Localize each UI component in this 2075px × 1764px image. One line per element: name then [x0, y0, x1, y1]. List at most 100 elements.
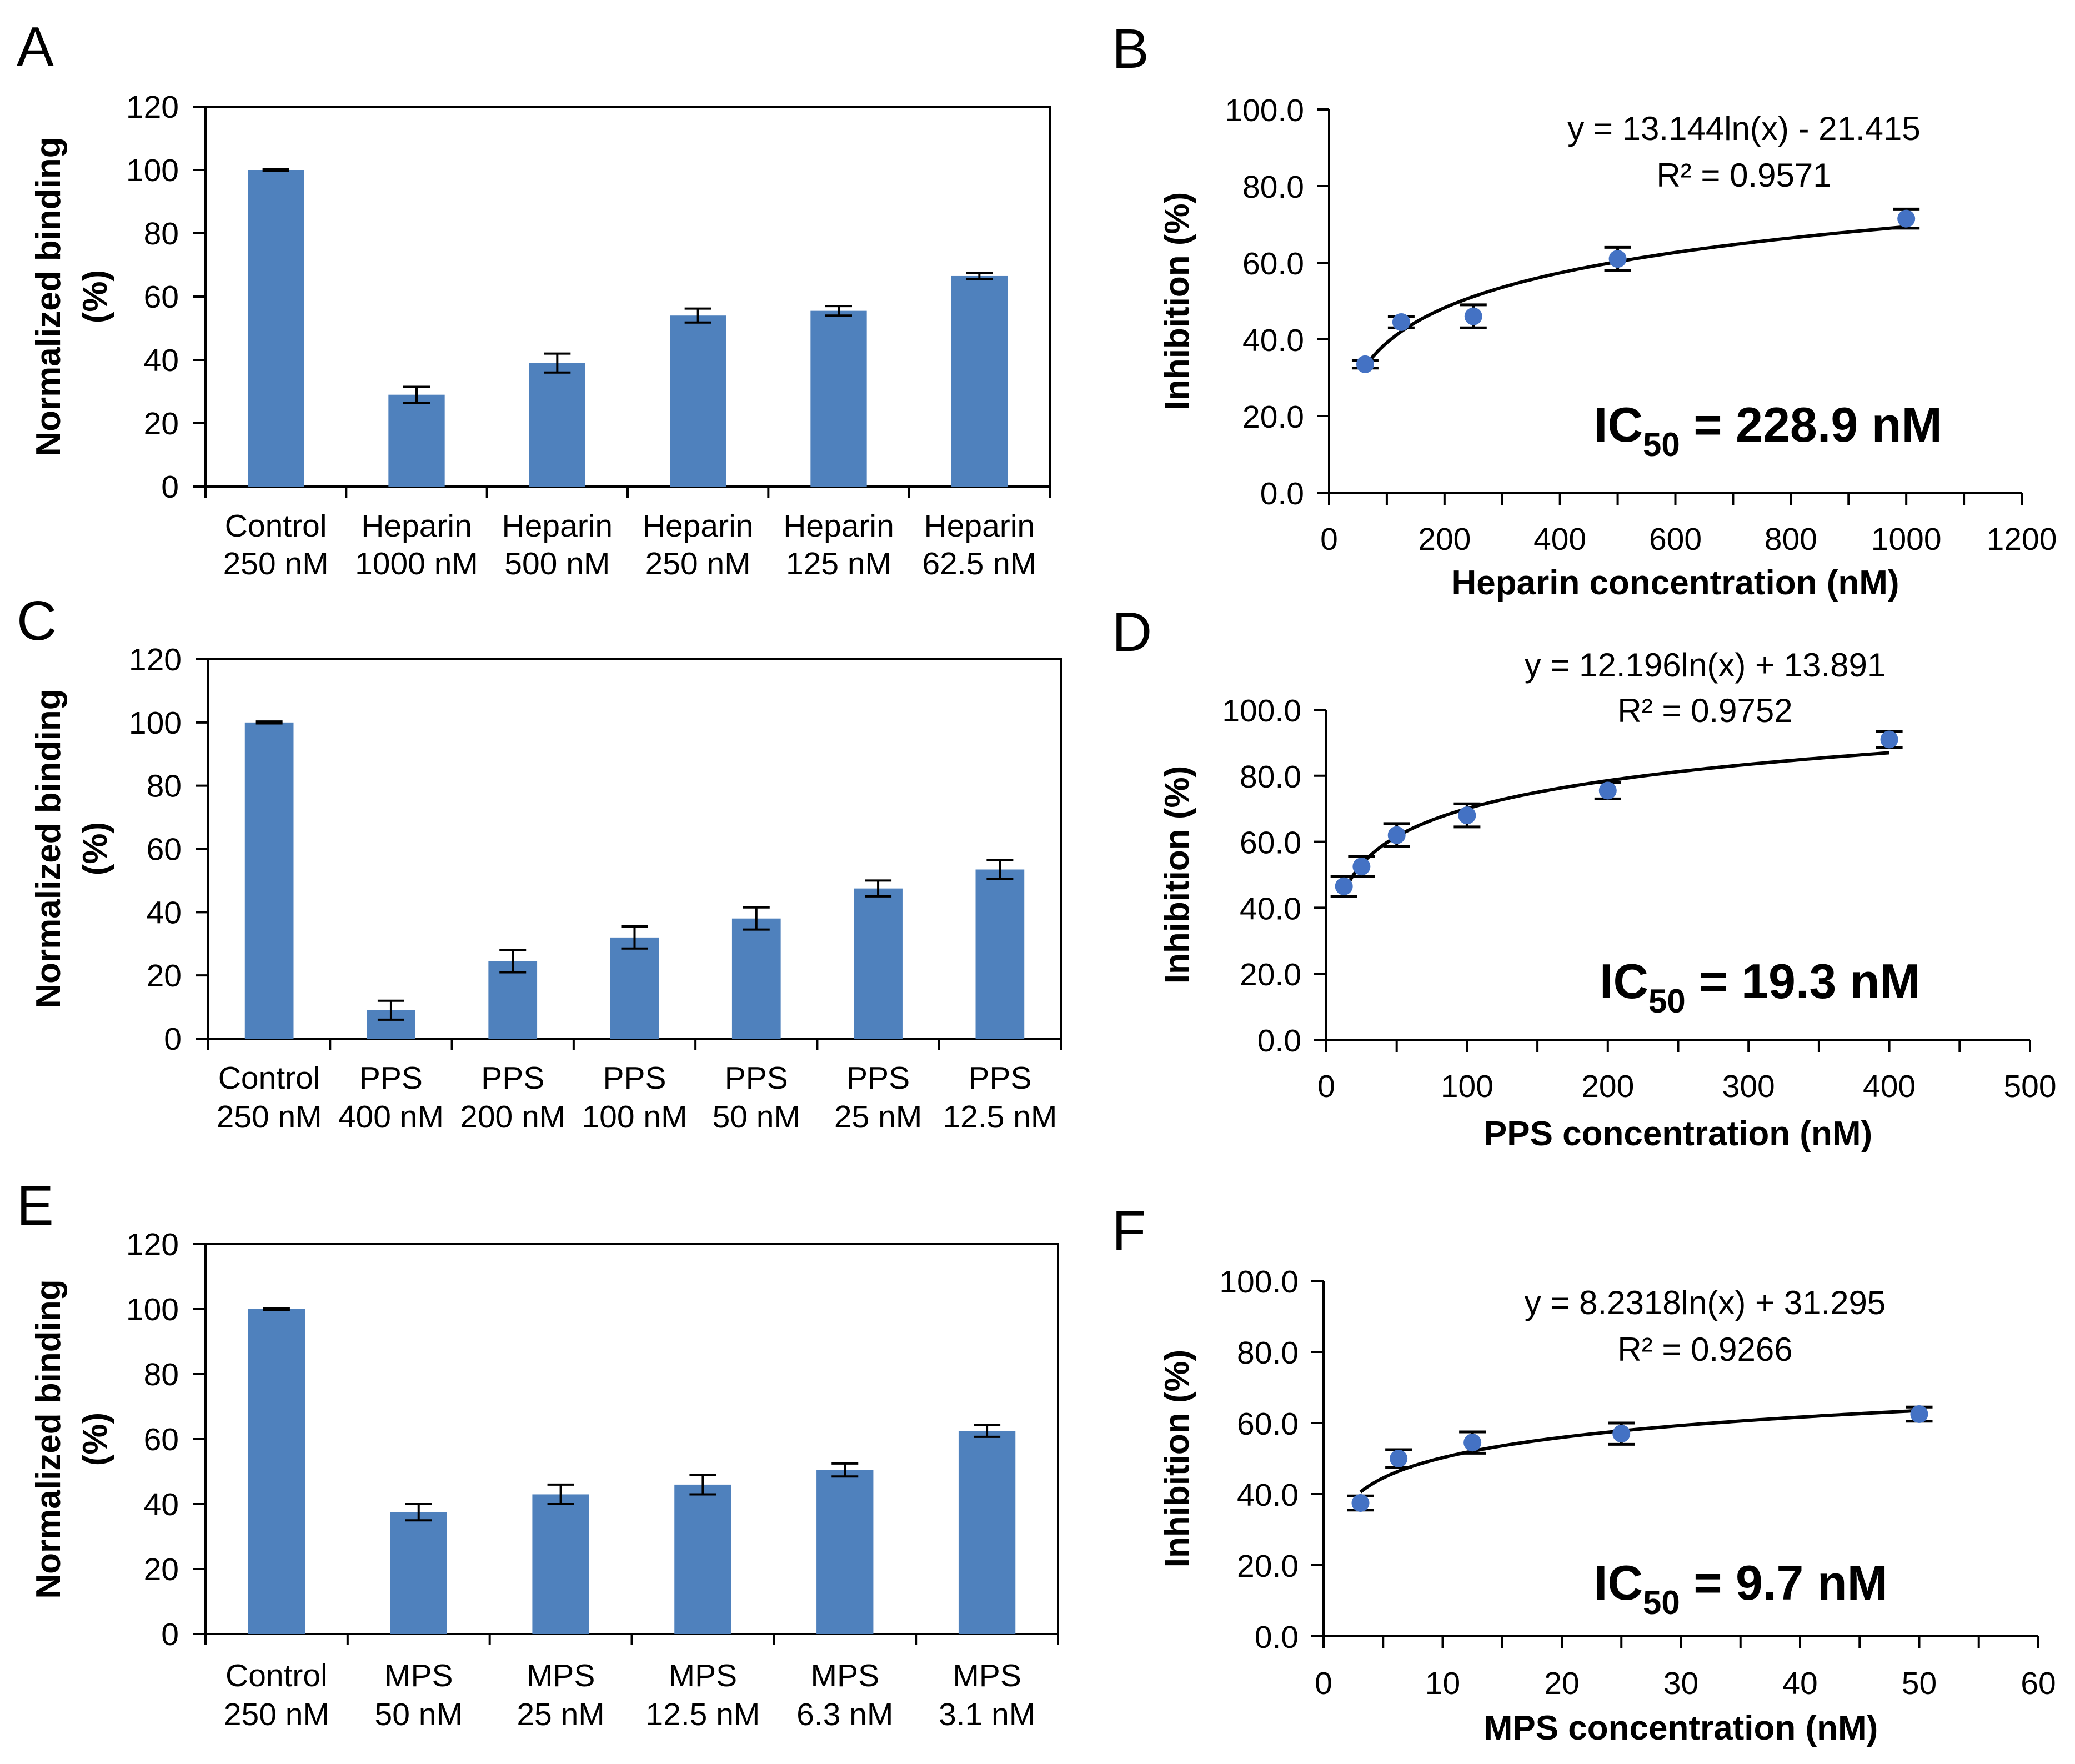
bar — [244, 722, 294, 1039]
category-label: 6.3 nM — [796, 1697, 893, 1732]
x-tick-label: 600 — [1649, 522, 1702, 557]
category-label: Control — [218, 1060, 320, 1096]
ic50-subscript: 50 — [1643, 1584, 1680, 1621]
fit-equation: y = 13.144ln(x) - 21.415 — [1567, 110, 1920, 147]
y-tick-label: 100 — [126, 1292, 179, 1327]
x-tick-label: 60 — [2021, 1666, 2056, 1701]
bar — [816, 1470, 874, 1634]
x-tick-label: 800 — [1765, 522, 1817, 557]
y-tick-label: 80.0 — [1242, 169, 1304, 205]
y-tick-label: 20.0 — [1242, 399, 1304, 435]
category-label: MPS — [669, 1658, 738, 1693]
bar — [975, 869, 1025, 1039]
data-point — [1897, 209, 1916, 228]
ic50-value: = 19.3 nM — [1686, 954, 1921, 1009]
y-axis-title-unit: (%) — [76, 822, 114, 875]
category-label: PPS — [359, 1060, 423, 1096]
y-tick-label: 100.0 — [1222, 693, 1301, 729]
category-label: 250 nM — [223, 546, 329, 582]
y-tick-label: 100.0 — [1225, 93, 1304, 128]
r-squared: R² = 0.9752 — [1617, 692, 1792, 729]
data-point — [1608, 250, 1627, 268]
y-tick-label: 40 — [144, 1487, 179, 1522]
x-tick-label: 0 — [1317, 1069, 1335, 1104]
data-point — [1351, 1494, 1370, 1512]
x-tick-label: 40 — [1782, 1666, 1817, 1701]
category-label: MPS — [953, 1658, 1021, 1693]
data-point — [1598, 781, 1617, 800]
y-tick-label: 80 — [144, 216, 179, 252]
bar — [731, 918, 781, 1039]
ic50-value: = 9.7 nM — [1680, 1555, 1888, 1610]
panel-label: B — [1112, 18, 1149, 80]
category-label: MPS — [384, 1658, 453, 1693]
category-label: 250 nM — [645, 546, 751, 582]
category-label: Control — [225, 1658, 328, 1693]
category-label: PPS — [968, 1060, 1031, 1096]
category-label: PPS — [846, 1060, 910, 1096]
ic50-label: IC — [1594, 1555, 1643, 1610]
x-tick-label: 20 — [1544, 1666, 1579, 1701]
x-tick-label: 400 — [1533, 522, 1586, 557]
y-tick-label: 20 — [147, 958, 182, 994]
data-point — [1458, 806, 1476, 825]
y-tick-label: 0 — [161, 469, 179, 505]
category-label: PPS — [603, 1060, 666, 1096]
y-tick-label: 120 — [129, 642, 182, 678]
y-tick-label: 120 — [126, 1227, 179, 1262]
y-axis-title: Normalized binding — [29, 1279, 68, 1598]
data-point — [1352, 858, 1371, 876]
y-tick-label: 100 — [129, 705, 182, 741]
ic50-label: IC — [1594, 397, 1643, 452]
category-label: Heparin — [502, 508, 613, 544]
category-label: 1000 nM — [355, 546, 478, 582]
ic50-subscript: 50 — [1648, 983, 1686, 1020]
x-tick-label: 0 — [1320, 522, 1338, 557]
bar-chart-E: E 0 20 40 60 80 100 120 Control 250 nM MPS 50 nM MPS… — [17, 1175, 1059, 1732]
bar — [388, 394, 445, 487]
ic50-annotation: IC50 = 228.9 nM — [1594, 397, 1942, 463]
data-point — [1612, 1425, 1631, 1443]
bar — [810, 310, 867, 487]
y-tick-label: 60.0 — [1242, 246, 1304, 282]
category-label: PPS — [725, 1060, 788, 1096]
data-point — [1464, 307, 1482, 325]
ic50-annotation: IC50 = 9.7 nM — [1594, 1555, 1888, 1621]
x-tick-label: 200 — [1418, 522, 1471, 557]
bar — [248, 170, 304, 487]
bar — [854, 888, 903, 1039]
y-tick-label: 80 — [144, 1357, 179, 1392]
bar — [390, 1512, 447, 1634]
x-tick-label: 500 — [2003, 1069, 2056, 1104]
data-point — [1880, 730, 1898, 749]
y-axis-title: Inhibition (%) — [1158, 1350, 1196, 1568]
x-tick-label: 200 — [1581, 1069, 1634, 1104]
category-label: 50 nM — [713, 1099, 800, 1135]
bar — [248, 1309, 305, 1634]
bar — [670, 315, 726, 487]
data-point — [1463, 1434, 1482, 1452]
trendline — [1359, 1409, 1919, 1494]
category-label: Heparin — [924, 508, 1035, 544]
bar — [958, 1431, 1016, 1634]
x-tick-label: 50 — [1902, 1666, 1937, 1701]
data-point — [1390, 1450, 1408, 1467]
category-label: 250 nM — [217, 1099, 322, 1135]
y-tick-label: 40 — [147, 895, 182, 930]
y-axis-title-unit: (%) — [76, 270, 114, 323]
bar — [488, 961, 538, 1039]
y-tick-label: 120 — [126, 89, 179, 125]
y-tick-label: 0.0 — [1260, 476, 1304, 512]
y-tick-label: 20.0 — [1240, 957, 1301, 993]
scatter-chart-B: B 0.0 20.0 40.0 60.0 80.0 100.0 0 200 400 600 800 10… — [1112, 18, 2057, 602]
y-tick-label: 0.0 — [1255, 1620, 1299, 1655]
category-label: Heparin — [783, 508, 894, 544]
data-point — [1387, 826, 1406, 844]
ic50-label: IC — [1600, 954, 1648, 1009]
y-tick-label: 40 — [144, 343, 179, 378]
category-label: 50 nM — [375, 1697, 463, 1732]
category-label: 12.5 nM — [943, 1099, 1057, 1135]
bar — [610, 937, 659, 1039]
fit-equation: y = 8.2318ln(x) + 31.295 — [1525, 1284, 1886, 1321]
